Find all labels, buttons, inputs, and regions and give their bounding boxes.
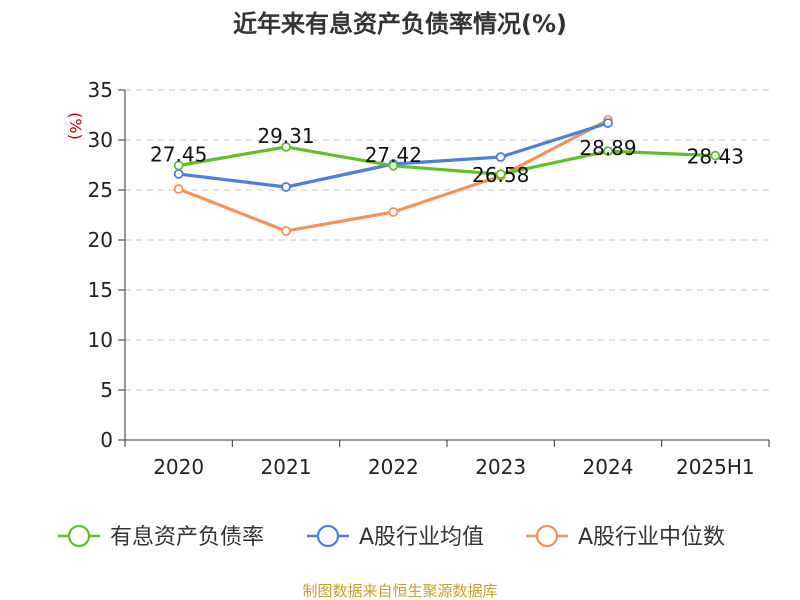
legend-item-2: A股行业中位数 bbox=[526, 524, 725, 550]
data-label: 26.58 bbox=[472, 163, 529, 187]
data-label: 28.43 bbox=[687, 145, 744, 169]
data-point bbox=[173, 184, 184, 194]
x-tick-label: 2021 bbox=[261, 455, 312, 479]
data-point bbox=[603, 118, 613, 128]
data-point bbox=[281, 182, 291, 192]
series-0 bbox=[173, 141, 721, 180]
y-tick-label: 30 bbox=[88, 128, 113, 152]
x-tick-label: 2020 bbox=[153, 455, 204, 479]
data-point bbox=[173, 169, 184, 179]
y-tick-label: 10 bbox=[88, 328, 113, 352]
y-tick-label: 15 bbox=[88, 278, 113, 302]
source-note: 制图数据来自恒生聚源数据库 bbox=[302, 582, 497, 600]
legend-label: A股行业均值 bbox=[359, 525, 484, 550]
data-label: 27.45 bbox=[150, 143, 207, 167]
data-point bbox=[173, 160, 184, 171]
data-point bbox=[710, 150, 721, 161]
y-tick-label: 20 bbox=[88, 228, 113, 252]
legend: 有息资产负债率 A股行业均值 A股行业中位数 bbox=[58, 524, 725, 550]
legend-marker bbox=[535, 524, 559, 548]
data-point bbox=[388, 160, 399, 171]
legend-label: 有息资产负债率 bbox=[110, 525, 264, 550]
series-line bbox=[178, 145, 716, 176]
legend-label: A股行业中位数 bbox=[578, 525, 725, 550]
legend-marker bbox=[67, 524, 91, 548]
y-tick-label: 35 bbox=[88, 78, 113, 102]
data-point bbox=[495, 169, 506, 180]
x-tick-label: 2024 bbox=[583, 455, 634, 479]
x-tick-label: 2022 bbox=[368, 455, 419, 479]
data-labels: 27.45 29.31 27.42 26.58 28.89 28.43 bbox=[150, 124, 744, 187]
series-lines bbox=[173, 115, 721, 236]
data-point bbox=[388, 207, 399, 217]
data-point bbox=[281, 226, 291, 236]
data-point bbox=[281, 141, 291, 152]
axes: 0 5 10 15 20 25 30 35 2020 2021 2022 2023 2024 2025H1 bbox=[88, 78, 770, 479]
y-axis-label: (%) bbox=[66, 112, 85, 140]
y-tick-label: 25 bbox=[88, 178, 113, 202]
data-label: 29.31 bbox=[257, 124, 314, 148]
x-tick-label: 2025H1 bbox=[676, 455, 755, 479]
data-label: 27.42 bbox=[365, 143, 422, 167]
legend-item-1: A股行业均值 bbox=[307, 524, 484, 550]
y-tick-label: 0 bbox=[100, 428, 113, 452]
y-tick-label: 5 bbox=[100, 378, 113, 402]
series-2 bbox=[173, 115, 613, 236]
gridlines bbox=[125, 89, 769, 391]
chart-title: 近年来有息资产负债率情况(%) bbox=[233, 10, 567, 38]
data-label: 28.89 bbox=[579, 136, 636, 160]
x-tick-label: 2023 bbox=[475, 455, 526, 479]
legend-marker bbox=[316, 524, 340, 548]
data-point bbox=[495, 152, 506, 162]
legend-item-0: 有息资产负债率 bbox=[58, 524, 264, 550]
data-point bbox=[603, 146, 613, 157]
